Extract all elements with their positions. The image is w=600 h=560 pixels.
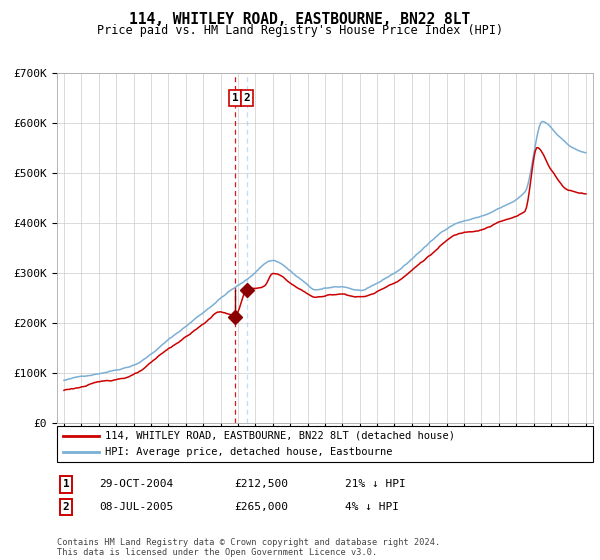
Text: 21% ↓ HPI: 21% ↓ HPI: [345, 479, 406, 489]
Text: 4% ↓ HPI: 4% ↓ HPI: [345, 502, 399, 512]
Text: 2: 2: [244, 93, 250, 103]
Text: 08-JUL-2005: 08-JUL-2005: [99, 502, 173, 512]
Text: £265,000: £265,000: [234, 502, 288, 512]
Text: HPI: Average price, detached house, Eastbourne: HPI: Average price, detached house, East…: [105, 447, 392, 457]
Text: 29-OCT-2004: 29-OCT-2004: [99, 479, 173, 489]
Text: 114, WHITLEY ROAD, EASTBOURNE, BN22 8LT: 114, WHITLEY ROAD, EASTBOURNE, BN22 8LT: [130, 12, 470, 27]
Text: Price paid vs. HM Land Registry's House Price Index (HPI): Price paid vs. HM Land Registry's House …: [97, 24, 503, 37]
Text: 1: 1: [232, 93, 238, 103]
Text: 1: 1: [62, 479, 70, 489]
Text: Contains HM Land Registry data © Crown copyright and database right 2024.
This d: Contains HM Land Registry data © Crown c…: [57, 538, 440, 557]
Text: 114, WHITLEY ROAD, EASTBOURNE, BN22 8LT (detached house): 114, WHITLEY ROAD, EASTBOURNE, BN22 8LT …: [105, 431, 455, 441]
Text: £212,500: £212,500: [234, 479, 288, 489]
Text: 2: 2: [62, 502, 70, 512]
